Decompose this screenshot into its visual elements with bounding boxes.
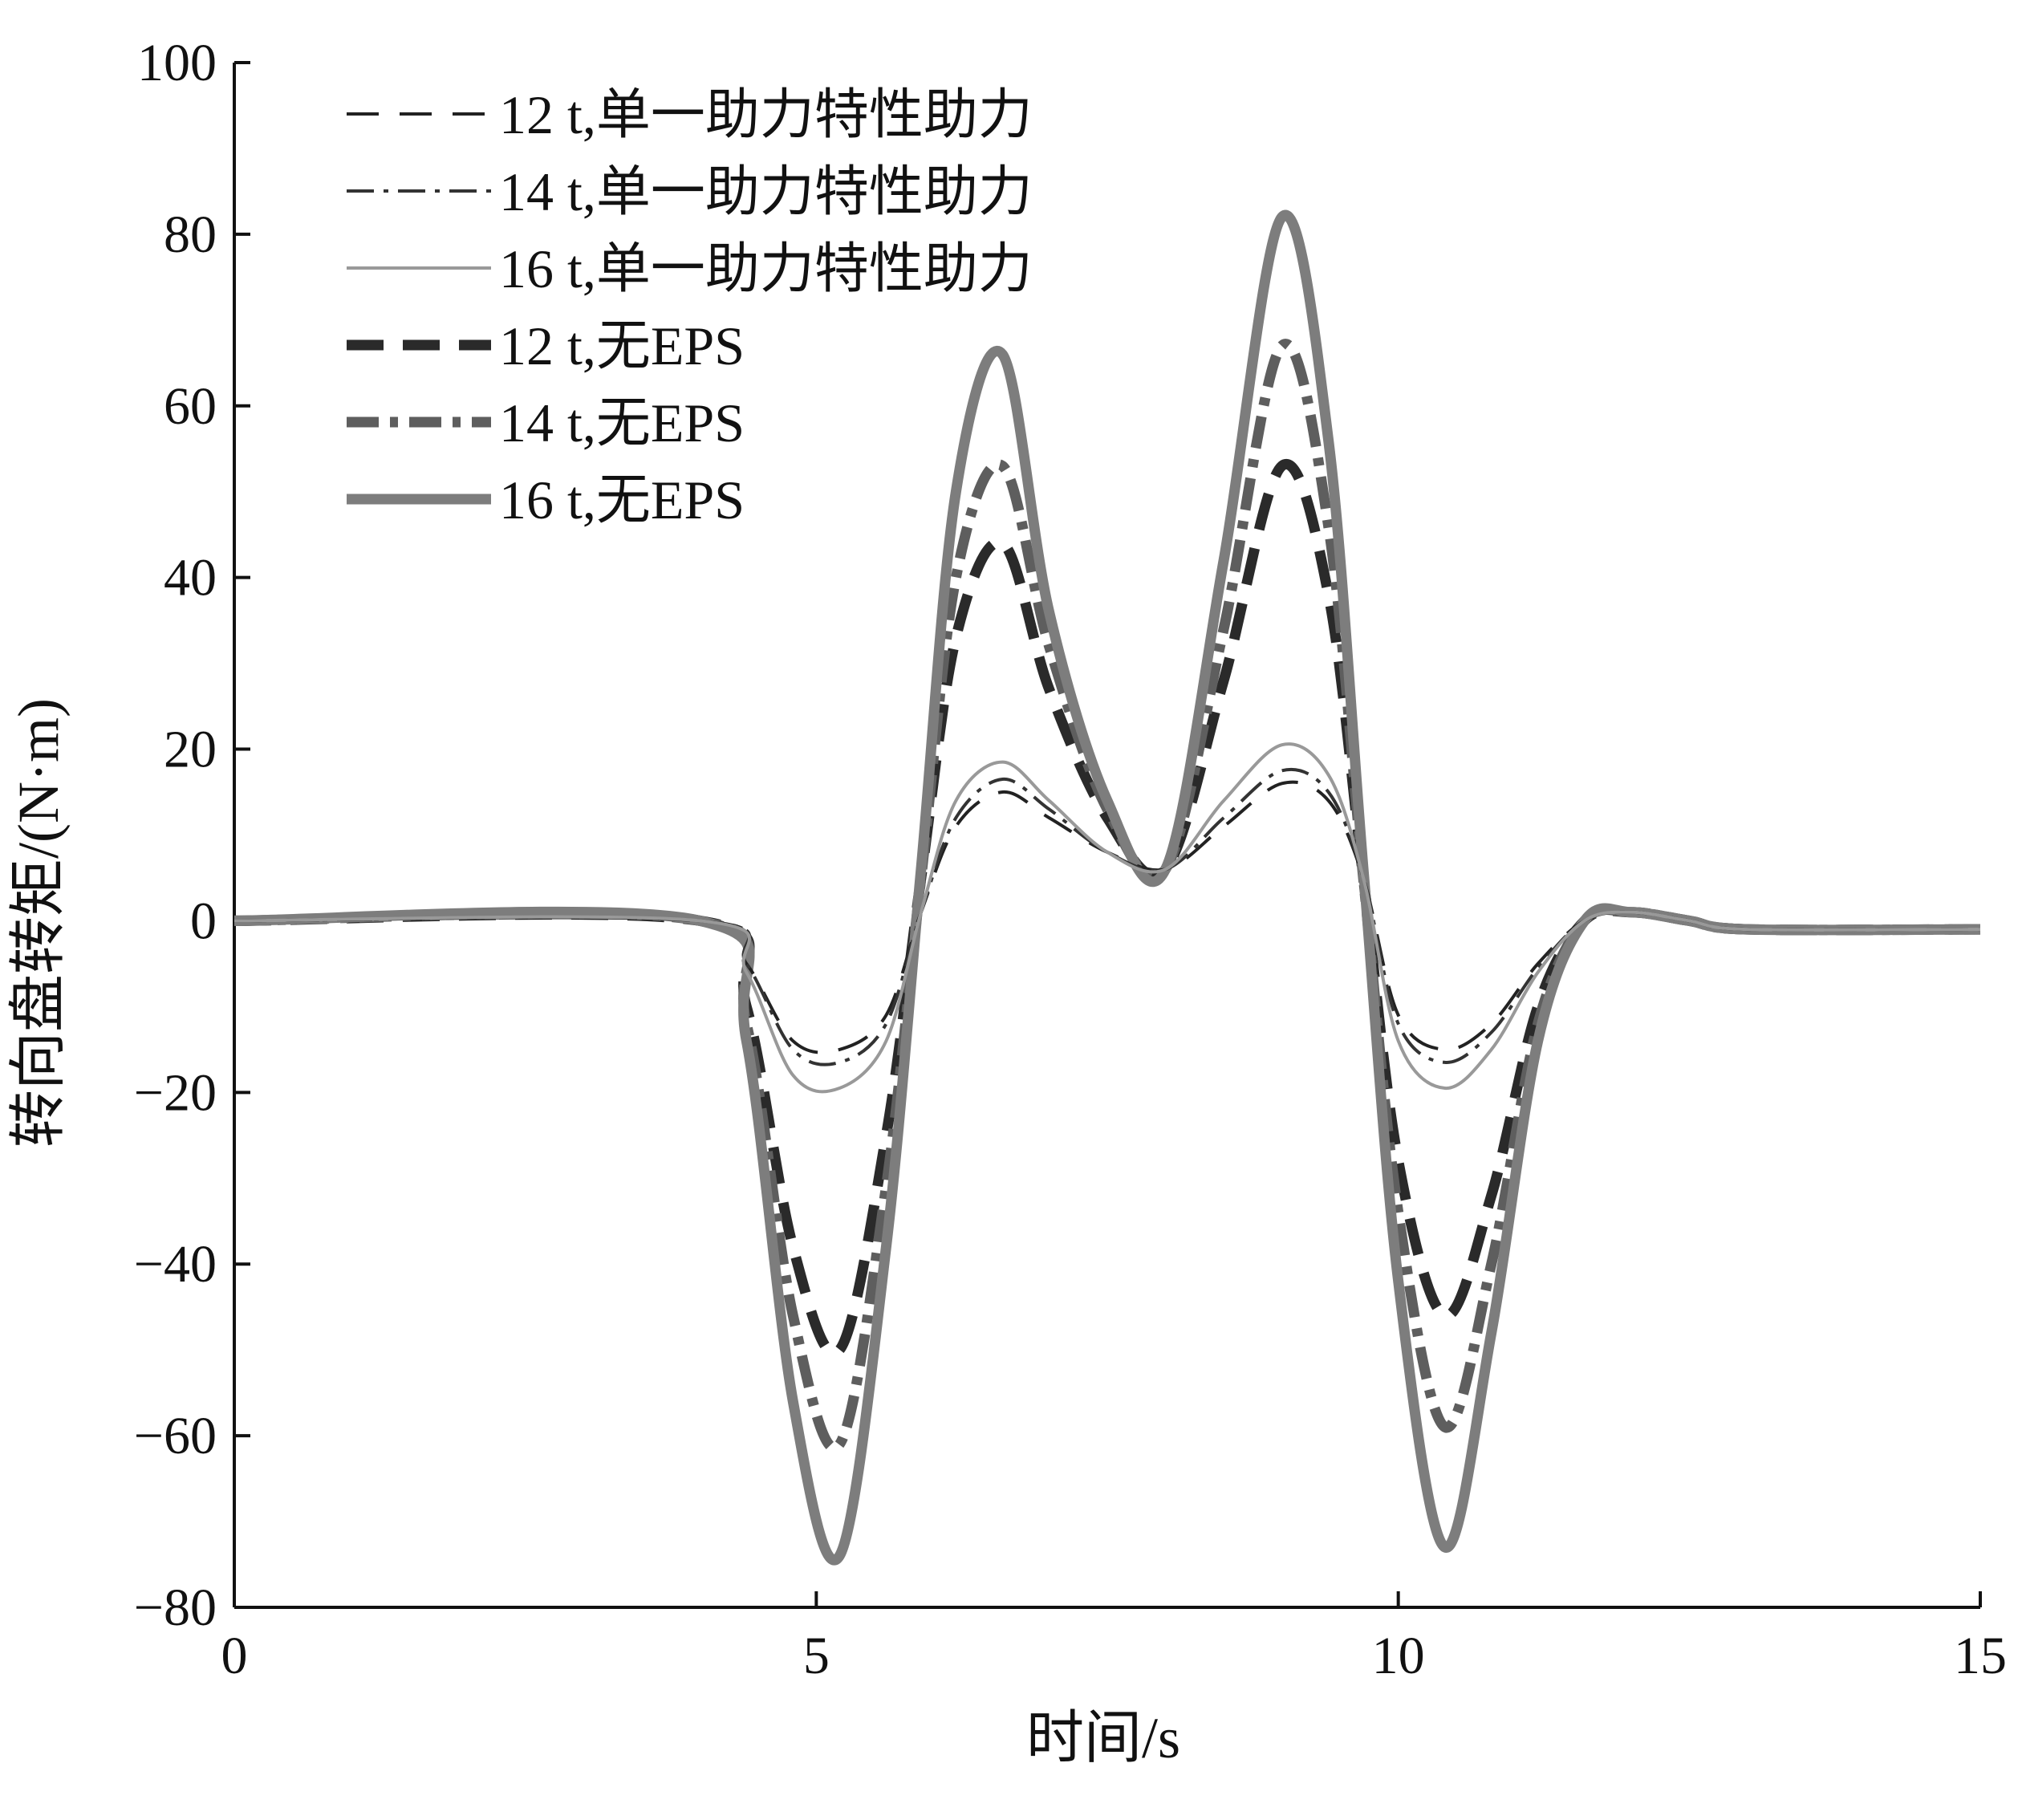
x-tick-label: 5: [803, 1627, 830, 1685]
legend: 12 t,单一助力特性助力 14 t,单一助力特性助力 16 t,单一助力特性助力 1…: [347, 84, 1033, 530]
y-tick-label: 60: [164, 377, 217, 436]
series-line-3: [233, 742, 1981, 1094]
y-tick-label: −60: [134, 1407, 217, 1465]
x-tick-label: 10: [1372, 1627, 1425, 1685]
series-lines: [233, 209, 1981, 1566]
y-tick-label: 0: [190, 892, 217, 950]
legend-label-2: 14 t,单一助力特性助力: [499, 161, 1033, 222]
y-axis-title: 转向盘转矩/(N·m): [6, 698, 71, 1148]
legend-label-5: 14 t,无EPS: [499, 392, 745, 453]
y-tick-label: 20: [164, 721, 217, 779]
series-line-5: [233, 339, 1981, 1453]
y-tick-label: −20: [134, 1063, 217, 1122]
series-line-2: [233, 767, 1981, 1066]
legend-label-4: 12 t,无EPS: [499, 315, 745, 376]
legend-label-1: 12 t,单一助力特性助力: [499, 84, 1033, 145]
y-tick-label: −80: [134, 1578, 217, 1637]
y-tick-label: −40: [134, 1235, 217, 1294]
series-line-6: [233, 209, 1981, 1566]
x-tick-label: 0: [221, 1627, 248, 1685]
legend-label-3: 16 t,单一助力特性助力: [499, 238, 1033, 299]
legend-label-6: 16 t,无EPS: [499, 469, 745, 530]
axes: [233, 61, 1982, 1609]
y-tick-label: 80: [164, 205, 217, 264]
y-tick-label: 100: [137, 34, 217, 92]
x-axis-title: 时间/s: [1026, 1706, 1180, 1770]
y-tick-label: 40: [164, 549, 217, 607]
x-tick-label: 15: [1954, 1627, 2007, 1685]
tick-labels: −80 −60 −40 −20 0 20 40 60 80 100 0 5 10 15: [134, 34, 2007, 1685]
